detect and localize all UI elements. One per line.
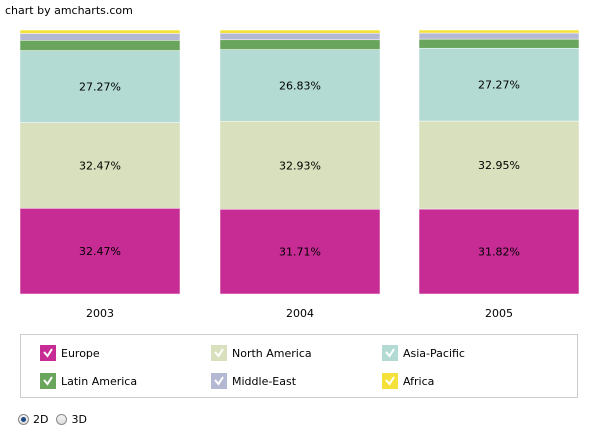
- category-label: 2004: [286, 307, 314, 320]
- data-label: 26.83%: [279, 79, 321, 92]
- bar-segment-europe-2004[interactable]: [219, 209, 381, 295]
- view-mode-controls: 2D 3D: [18, 413, 95, 426]
- bar-segment-latin-america-2005[interactable]: [418, 38, 580, 49]
- legend-checkbox-africa[interactable]: [382, 373, 398, 389]
- option-3d[interactable]: 3D: [56, 413, 87, 426]
- stacked-bar-chart: 32.47% 32.47% 27.27% 2003 31.71% 32.93% 26.83%…: [19, 29, 580, 320]
- legend-checkbox-middle-east[interactable]: [211, 373, 227, 389]
- check-icon: [214, 348, 224, 358]
- legend-item-europe[interactable]: Europe: [40, 344, 100, 362]
- radio-2d[interactable]: [18, 414, 29, 425]
- bar-segment-africa-2003[interactable]: [19, 29, 181, 34]
- chart-legend: Europe North America Asia-Pacific Latin …: [20, 334, 578, 398]
- legend-label-europe: Europe: [61, 346, 100, 360]
- legend-label-africa: Africa: [403, 374, 435, 388]
- bar-segment-latin-america-2004[interactable]: [219, 39, 381, 50]
- option-3d-label: 3D: [71, 413, 87, 426]
- data-label: 32.95%: [478, 159, 520, 172]
- legend-checkbox-north-america[interactable]: [211, 345, 227, 361]
- category-label: 2005: [485, 307, 513, 320]
- legend-label-asia-pacific: Asia-Pacific: [403, 346, 465, 360]
- bar-segment-asia-pacific-2005[interactable]: [418, 47, 580, 122]
- legend-item-middle-east[interactable]: Middle-East: [211, 372, 296, 390]
- legend-label-north-america: North America: [232, 346, 312, 360]
- bar-segment-africa-2005[interactable]: [418, 29, 580, 34]
- data-label: 27.27%: [478, 79, 520, 92]
- legend-checkbox-asia-pacific[interactable]: [382, 345, 398, 361]
- radio-3d[interactable]: [56, 414, 68, 425]
- legend-checkbox-latin-america[interactable]: [40, 373, 56, 389]
- bar-segment-latin-america-2003[interactable]: [19, 40, 181, 51]
- bar-segment-north-america-2003[interactable]: [19, 122, 181, 209]
- category-label: 2003: [86, 307, 114, 320]
- legend-item-africa[interactable]: Africa: [382, 372, 434, 390]
- data-label: 32.47%: [79, 245, 121, 258]
- bar-segment-middle-east-2004[interactable]: [219, 33, 381, 41]
- bar-segment-middle-east-2005[interactable]: [418, 32, 580, 40]
- bar-segment-africa-2004[interactable]: [219, 29, 381, 34]
- bar-segment-europe-2003[interactable]: [19, 208, 181, 295]
- check-icon: [385, 348, 395, 358]
- check-icon: [385, 376, 395, 386]
- legend-item-latin-america[interactable]: Latin America: [40, 372, 137, 390]
- option-2d[interactable]: 2D: [18, 413, 48, 426]
- data-label: 32.93%: [279, 159, 321, 172]
- legend-label-latin-america: Latin America: [61, 374, 138, 388]
- bar-segment-middle-east-2003[interactable]: [19, 33, 181, 41]
- bar-segment-europe-2005[interactable]: [418, 208, 580, 295]
- legend-item-north-america[interactable]: North America: [211, 344, 312, 362]
- chart-credit[interactable]: chart by amcharts.com: [5, 4, 133, 17]
- legend-label-middle-east: Middle-East: [232, 374, 297, 388]
- bar-segment-north-america-2005[interactable]: [418, 120, 580, 210]
- data-label: 27.27%: [79, 81, 121, 94]
- check-icon: [43, 376, 53, 386]
- data-label: 31.71%: [279, 246, 321, 259]
- bar-segment-asia-pacific-2003[interactable]: [19, 50, 181, 123]
- legend-checkbox-europe[interactable]: [40, 345, 56, 361]
- legend-item-asia-pacific[interactable]: Asia-Pacific: [382, 344, 465, 362]
- check-icon: [43, 348, 53, 358]
- data-label: 31.82%: [478, 246, 520, 259]
- check-icon: [214, 376, 224, 386]
- data-label: 32.47%: [79, 159, 121, 172]
- option-2d-label: 2D: [33, 413, 49, 426]
- bar-segment-asia-pacific-2004[interactable]: [219, 49, 381, 122]
